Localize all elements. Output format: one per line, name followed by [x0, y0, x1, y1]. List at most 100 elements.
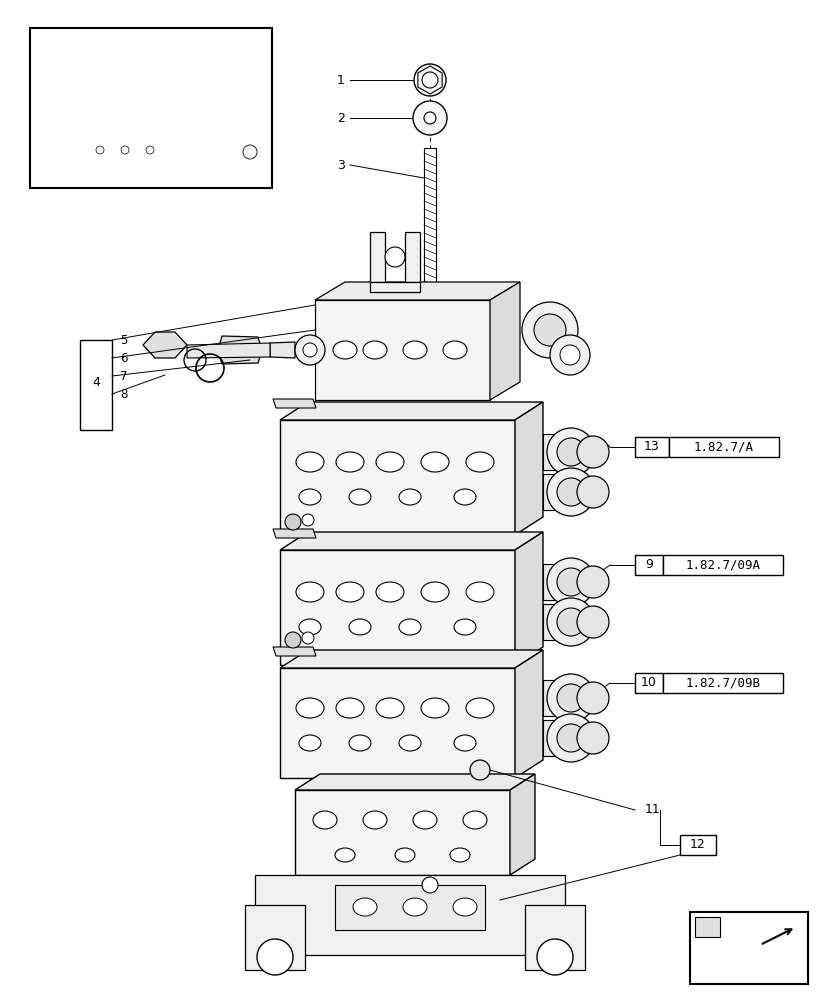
- Text: 6: 6: [120, 352, 127, 364]
- Text: 7: 7: [120, 369, 127, 382]
- Ellipse shape: [420, 698, 448, 718]
- Ellipse shape: [348, 619, 370, 635]
- Ellipse shape: [403, 341, 427, 359]
- Ellipse shape: [466, 698, 494, 718]
- Circle shape: [422, 72, 437, 88]
- Ellipse shape: [313, 811, 337, 829]
- Polygon shape: [280, 420, 514, 535]
- Ellipse shape: [332, 341, 356, 359]
- Ellipse shape: [413, 811, 437, 829]
- Polygon shape: [524, 905, 585, 970]
- Circle shape: [557, 568, 585, 596]
- Ellipse shape: [362, 341, 386, 359]
- Polygon shape: [314, 300, 490, 400]
- Bar: [662, 555, 782, 575]
- Circle shape: [284, 632, 301, 648]
- Polygon shape: [543, 564, 564, 600]
- Polygon shape: [273, 399, 316, 408]
- Circle shape: [547, 598, 595, 646]
- Bar: [679, 835, 715, 855]
- Ellipse shape: [295, 452, 323, 472]
- Polygon shape: [543, 680, 564, 716]
- Ellipse shape: [335, 848, 355, 862]
- Polygon shape: [543, 720, 564, 756]
- Text: 3: 3: [337, 159, 345, 172]
- Polygon shape: [245, 905, 304, 970]
- Ellipse shape: [399, 735, 420, 751]
- Circle shape: [549, 335, 590, 375]
- Ellipse shape: [462, 811, 486, 829]
- Circle shape: [422, 877, 437, 893]
- Polygon shape: [130, 60, 187, 68]
- Circle shape: [557, 478, 585, 506]
- Polygon shape: [543, 434, 564, 470]
- Circle shape: [423, 112, 436, 124]
- Polygon shape: [218, 336, 261, 364]
- Ellipse shape: [336, 698, 364, 718]
- Polygon shape: [514, 650, 543, 778]
- Circle shape: [537, 939, 572, 975]
- Bar: [662, 673, 782, 693]
- Circle shape: [559, 345, 579, 365]
- Ellipse shape: [399, 619, 420, 635]
- Circle shape: [413, 101, 447, 135]
- Ellipse shape: [295, 698, 323, 718]
- Polygon shape: [255, 875, 564, 955]
- Circle shape: [533, 314, 566, 346]
- Text: 8: 8: [120, 387, 127, 400]
- Ellipse shape: [299, 735, 321, 751]
- Circle shape: [121, 146, 129, 154]
- Text: 1.82.7/09A: 1.82.7/09A: [685, 558, 759, 572]
- Polygon shape: [335, 885, 485, 930]
- Circle shape: [242, 145, 256, 159]
- Ellipse shape: [375, 582, 404, 602]
- Ellipse shape: [399, 489, 420, 505]
- Circle shape: [521, 302, 577, 358]
- Text: 12: 12: [689, 838, 705, 851]
- Polygon shape: [314, 282, 519, 300]
- Polygon shape: [370, 282, 419, 292]
- Circle shape: [146, 146, 154, 154]
- Circle shape: [557, 684, 585, 712]
- Polygon shape: [75, 130, 205, 170]
- Ellipse shape: [420, 452, 448, 472]
- Circle shape: [256, 939, 293, 975]
- Ellipse shape: [452, 898, 476, 916]
- Circle shape: [284, 514, 301, 530]
- Polygon shape: [270, 342, 294, 358]
- Ellipse shape: [453, 619, 476, 635]
- Ellipse shape: [420, 582, 448, 602]
- Text: 1: 1: [337, 74, 345, 87]
- Ellipse shape: [375, 452, 404, 472]
- Text: 13: 13: [643, 440, 659, 454]
- Circle shape: [557, 438, 585, 466]
- Polygon shape: [490, 282, 519, 400]
- Circle shape: [470, 760, 490, 780]
- Circle shape: [547, 468, 595, 516]
- Text: 2: 2: [337, 112, 345, 125]
- Polygon shape: [143, 332, 187, 358]
- Text: 1.82.7/A: 1.82.7/A: [693, 440, 753, 454]
- Circle shape: [385, 247, 404, 267]
- Polygon shape: [95, 95, 205, 130]
- Circle shape: [576, 566, 609, 598]
- Ellipse shape: [375, 698, 404, 718]
- Bar: [694, 917, 719, 937]
- Circle shape: [576, 722, 609, 754]
- Polygon shape: [543, 474, 564, 510]
- Text: 1.82.7/09B: 1.82.7/09B: [685, 676, 759, 690]
- Polygon shape: [514, 532, 543, 665]
- Bar: [668, 437, 778, 457]
- Bar: [634, 673, 662, 693]
- Ellipse shape: [362, 811, 386, 829]
- Ellipse shape: [336, 582, 364, 602]
- Polygon shape: [95, 130, 222, 141]
- Polygon shape: [273, 529, 316, 538]
- Ellipse shape: [453, 735, 476, 751]
- Ellipse shape: [453, 489, 476, 505]
- Polygon shape: [280, 650, 543, 668]
- Polygon shape: [205, 130, 225, 185]
- Polygon shape: [294, 790, 509, 875]
- Ellipse shape: [299, 619, 321, 635]
- Circle shape: [547, 558, 595, 606]
